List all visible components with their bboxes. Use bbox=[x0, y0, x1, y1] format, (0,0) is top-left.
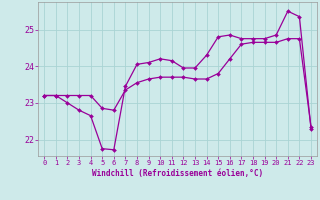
X-axis label: Windchill (Refroidissement éolien,°C): Windchill (Refroidissement éolien,°C) bbox=[92, 169, 263, 178]
